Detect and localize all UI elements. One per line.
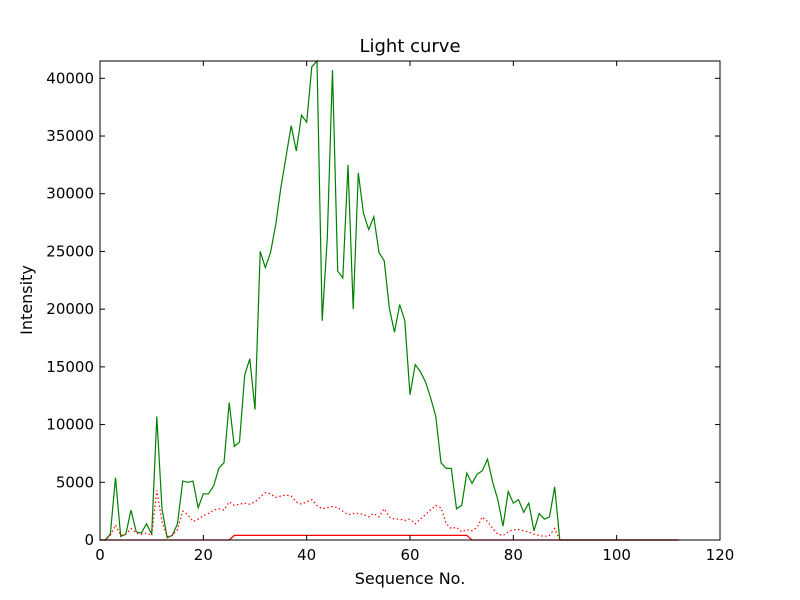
x-tick-label: 80 [504, 546, 523, 564]
x-tick-label: 120 [706, 546, 735, 564]
y-tick-label: 0 [84, 531, 94, 549]
series-line-1 [100, 59, 679, 541]
series-line-2 [100, 490, 679, 541]
y-tick-label: 5000 [56, 473, 94, 491]
y-tick-label: 15000 [46, 358, 94, 376]
y-axis-ticks: 0 5000 10000 15000 20000 25000 30000 35000 40000 [46, 69, 720, 549]
y-tick-label: 10000 [46, 416, 94, 434]
series-line-3 [100, 534, 679, 541]
x-tick-label: 20 [194, 546, 213, 564]
x-axis-ticks: 0 20 40 60 80 100 120 [95, 61, 734, 564]
y-tick-label: 35000 [46, 127, 94, 145]
series-layer [100, 59, 679, 541]
y-tick-label: 25000 [46, 242, 94, 260]
y-tick-label: 30000 [46, 185, 94, 203]
x-axis-label: Sequence No. [355, 569, 466, 588]
y-tick-label: 20000 [46, 300, 94, 318]
chart-title: Light curve [359, 36, 460, 57]
x-tick-label: 100 [602, 546, 631, 564]
x-tick-label: 60 [400, 546, 419, 564]
plot-frame [99, 60, 721, 541]
y-tick-label: 40000 [46, 69, 94, 87]
x-tick-label: 40 [297, 546, 316, 564]
x-tick-label: 0 [95, 546, 105, 564]
y-axis-label: Intensity [17, 265, 36, 335]
